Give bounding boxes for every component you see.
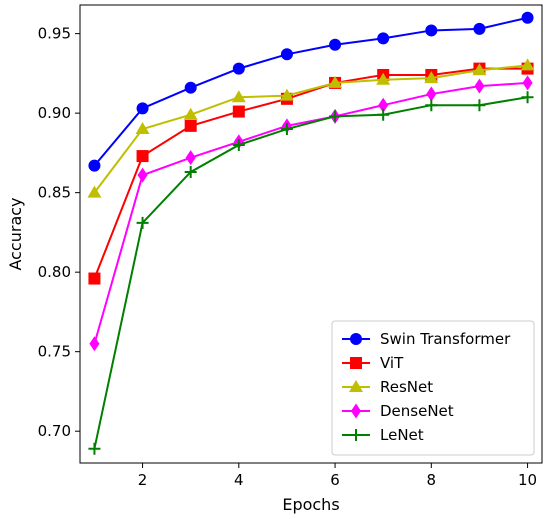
y-tick-label: 0.85 <box>38 184 71 202</box>
y-tick-label: 0.95 <box>38 25 71 43</box>
data-point-swin-transformer <box>232 62 245 75</box>
legend-item-densenet: DenseNet <box>342 402 454 420</box>
legend-marker <box>351 403 361 419</box>
legend-label: ResNet <box>380 378 433 396</box>
series-densenet <box>89 75 533 352</box>
legend-box <box>331 320 535 456</box>
legend-label: DenseNet <box>380 402 454 420</box>
data-point-swin-transformer <box>184 81 197 94</box>
series-line-resnet <box>93 64 528 194</box>
data-point-swin-transformer <box>425 24 438 37</box>
legend-item-lenet: LeNet <box>342 426 424 444</box>
x-axis-label: Epochs <box>282 495 339 514</box>
legend-label: LeNet <box>380 426 424 444</box>
data-point-densenet <box>89 336 100 352</box>
data-point-resnet <box>279 88 294 101</box>
data-point-vit <box>232 105 245 118</box>
data-point-vit <box>184 119 197 132</box>
data-point-lenet <box>473 99 486 112</box>
legend-item-swin-transformer: Swin Transformer <box>342 330 511 348</box>
ticks-layer: 2 4 6 8 10 0.70 0.75 0.80 0.85 0.90 0.95 <box>38 25 538 489</box>
data-point-resnet <box>87 185 102 198</box>
x-tick-label: 4 <box>234 471 244 489</box>
data-point-lenet <box>329 110 342 123</box>
y-tick-label: 0.80 <box>38 263 71 281</box>
series-lenet <box>88 91 534 455</box>
data-point-densenet <box>185 150 196 166</box>
data-point-lenet <box>425 99 438 112</box>
legend-label: Swin Transformer <box>380 330 511 348</box>
data-point-swin-transformer <box>329 38 342 51</box>
data-point-resnet <box>424 71 439 84</box>
data-point-densenet <box>378 97 389 113</box>
data-point-resnet <box>135 122 150 135</box>
data-point-swin-transformer <box>88 159 101 172</box>
legend-item-resnet: ResNet <box>342 378 433 396</box>
legend-label: ViT <box>380 354 404 372</box>
legend-marker <box>350 429 362 441</box>
x-tick-label: 6 <box>330 471 340 489</box>
data-point-lenet <box>88 442 101 455</box>
x-tick-label: 8 <box>427 471 437 489</box>
data-point-resnet <box>231 90 246 103</box>
data-point-lenet <box>521 91 534 104</box>
series-layer <box>87 11 535 455</box>
legend-marker <box>350 333 362 345</box>
data-point-vit <box>136 150 149 163</box>
x-tick-label: 10 <box>518 471 537 489</box>
data-point-densenet <box>426 86 437 102</box>
data-point-vit <box>88 272 101 285</box>
plot-frame <box>79 4 543 464</box>
data-point-resnet <box>183 107 198 120</box>
series-swin-transformer <box>88 11 534 172</box>
series-line-densenet <box>93 81 528 345</box>
y-axis-label: Accuracy <box>6 197 25 270</box>
data-point-densenet <box>474 78 485 94</box>
legend: Swin Transformer ViT ResNet DenseNet LeNet <box>331 320 535 456</box>
y-tick-label: 0.75 <box>38 343 71 361</box>
series-line-swin-transformer <box>93 16 528 167</box>
data-point-resnet <box>376 72 391 85</box>
data-point-swin-transformer <box>280 48 293 61</box>
series-resnet <box>87 58 535 198</box>
legend-item-vit: ViT <box>342 354 404 372</box>
data-point-lenet <box>232 138 245 151</box>
data-point-swin-transformer <box>473 22 486 35</box>
series-vit <box>88 62 534 285</box>
data-point-lenet <box>184 165 197 178</box>
data-point-resnet <box>520 58 535 71</box>
y-tick-label: 0.70 <box>38 422 71 440</box>
data-point-swin-transformer <box>136 102 149 115</box>
data-point-lenet <box>136 216 149 229</box>
y-tick-label: 0.90 <box>38 104 71 122</box>
legend-marker <box>350 357 362 369</box>
data-point-densenet <box>137 167 148 183</box>
data-point-resnet <box>328 75 343 88</box>
legend-marker <box>349 380 363 392</box>
data-point-swin-transformer <box>377 32 390 45</box>
data-point-densenet <box>522 75 533 91</box>
series-line-lenet <box>93 96 528 449</box>
data-point-swin-transformer <box>521 11 534 24</box>
data-point-lenet <box>377 108 390 121</box>
series-line-vit <box>93 67 528 279</box>
data-point-resnet <box>472 63 487 76</box>
x-tick-label: 2 <box>138 471 148 489</box>
data-point-lenet <box>280 123 293 136</box>
